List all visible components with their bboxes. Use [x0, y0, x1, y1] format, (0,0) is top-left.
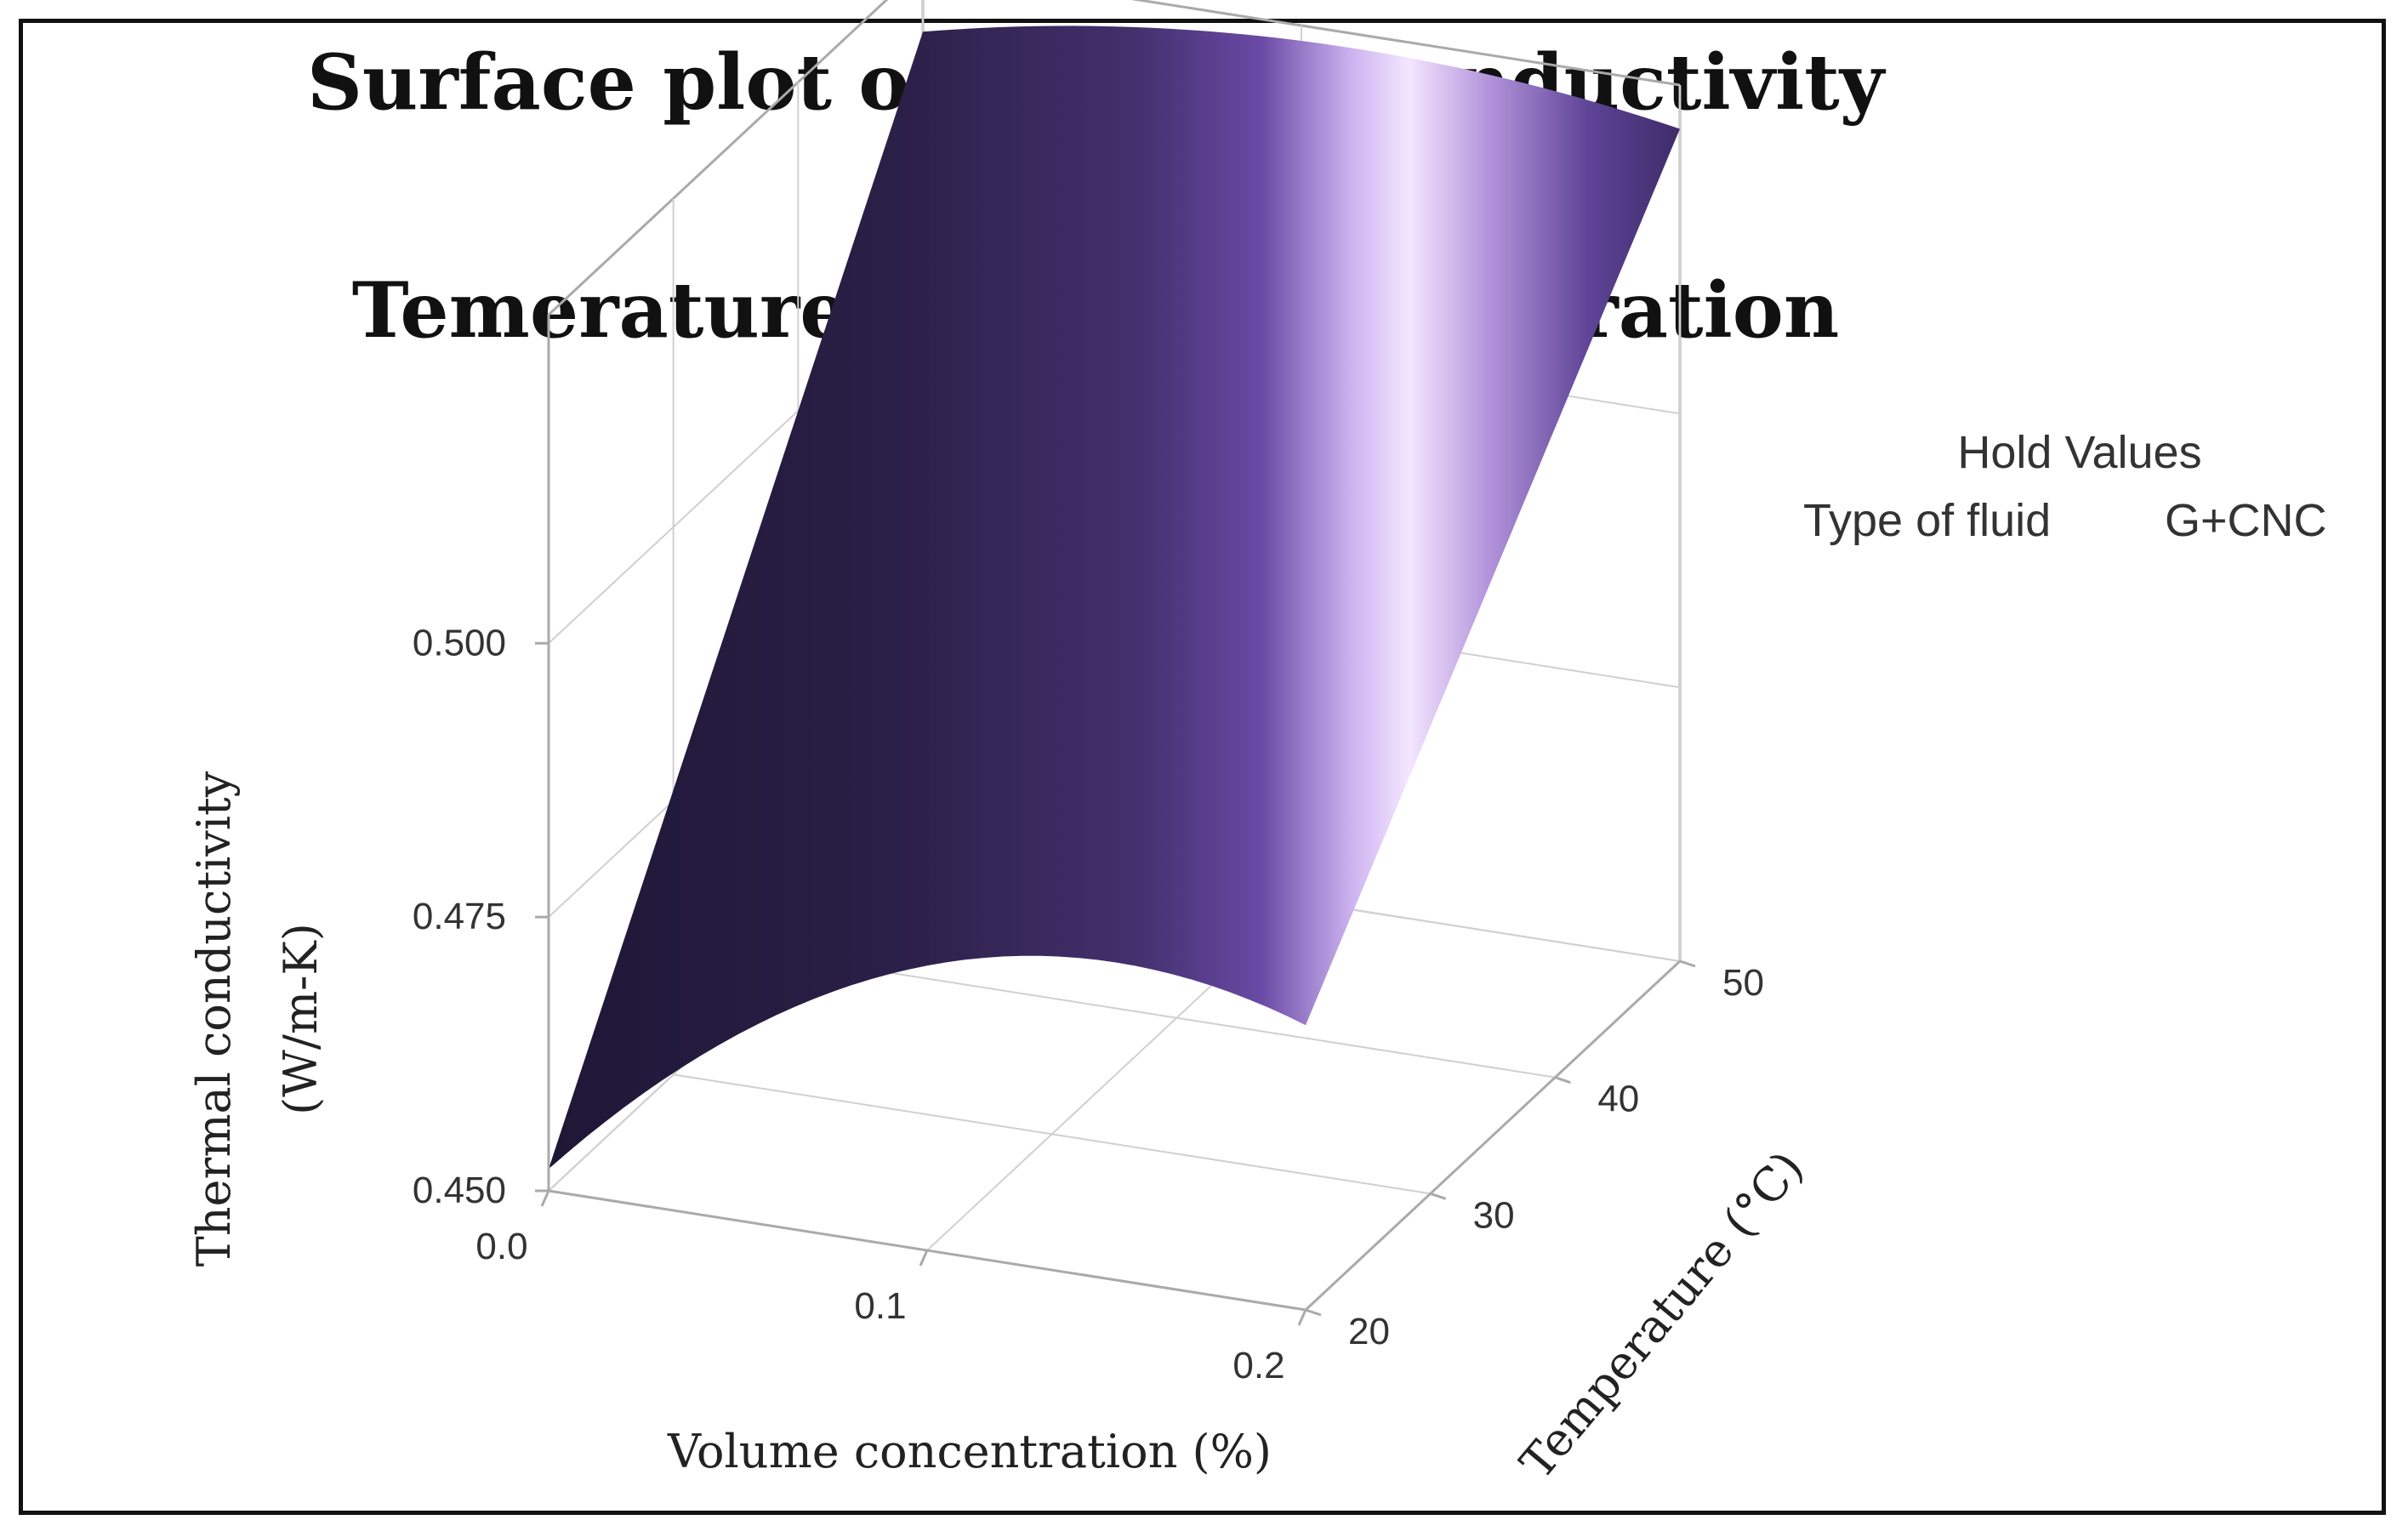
x-tick-2 [1297, 1309, 1307, 1326]
x-axis-label: Volume concentration (%) [667, 1425, 1272, 1478]
z-axis-label-line-1: Thermal conductivity [187, 771, 241, 1267]
y-tick-label-1: 30 [1473, 1194, 1515, 1236]
y-axis-line [1304, 959, 1682, 1312]
y-tick-1 [1430, 1192, 1447, 1200]
response-surface [549, 26, 1680, 1170]
y-tick-label-2: 40 [1597, 1079, 1639, 1120]
hold-values-title: Hold Values [1957, 427, 2201, 478]
hold-value-name: Type of fluid [1803, 495, 2051, 546]
x-tick-1 [919, 1250, 929, 1267]
z-axis-label-line-2: (W/m-K) [274, 923, 327, 1115]
y-tick-label-0: 20 [1348, 1311, 1390, 1352]
y-tick-0 [1305, 1308, 1322, 1317]
y-tick-3 [1679, 959, 1696, 968]
back-wall-top-edge [547, 0, 889, 316]
x-tick-label-2: 0.2 [1232, 1345, 1284, 1386]
z-tick-label-0: 0.450 [413, 1170, 506, 1211]
y-tick-2 [1554, 1076, 1571, 1084]
x-tick-label-0: 0.0 [475, 1226, 527, 1267]
z-tick-label-1: 0.475 [413, 896, 506, 937]
x-tick-0 [540, 1190, 550, 1207]
hold-value-value: G+CNC [2165, 495, 2327, 546]
y-tick-label-3: 50 [1722, 962, 1764, 1004]
x-tick-label-1: 0.1 [854, 1285, 906, 1327]
plot-axes [535, 315, 1696, 1326]
z-tick-label-2: 0.500 [413, 622, 506, 663]
y-axis-label: Temperature (°C) [1510, 1141, 1814, 1489]
